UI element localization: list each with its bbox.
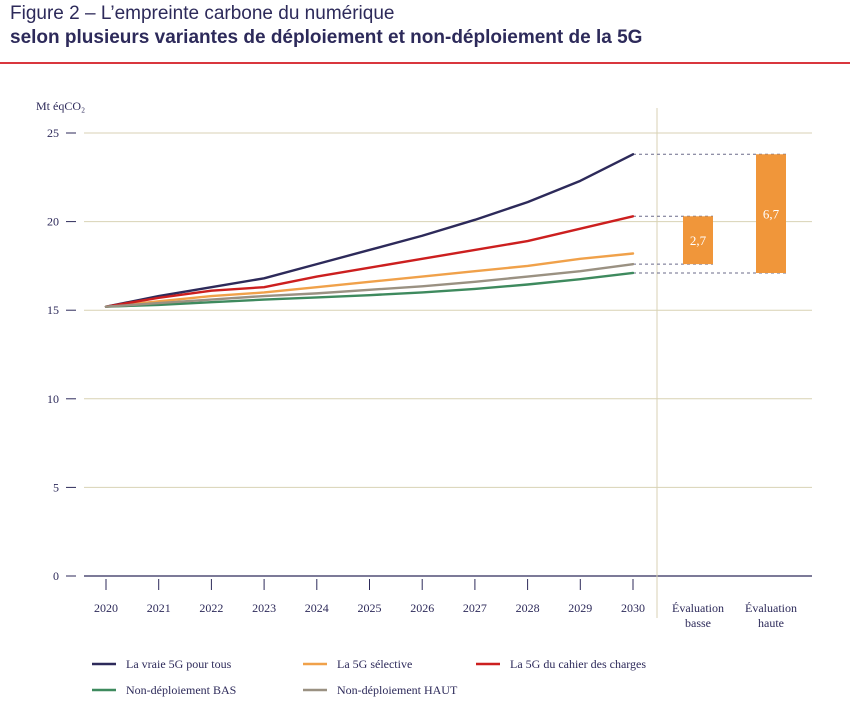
evaluation-bar <box>756 154 786 273</box>
legend-label: Non-déploiement BAS <box>126 683 236 697</box>
figure-header: Figure 2 – L’empreinte carbone du numéri… <box>10 2 840 50</box>
series-line <box>104 252 635 308</box>
x-tick-label: 2027 <box>463 601 487 615</box>
legend-label: Non-déploiement HAUT <box>337 683 458 697</box>
header-rule <box>0 62 850 64</box>
series-line <box>104 215 635 308</box>
evaluation-category-label: Évaluation haute <box>745 601 797 630</box>
x-tick-label: 2023 <box>252 601 276 615</box>
x-tick-label: 2021 <box>147 601 171 615</box>
y-tick-label: 20 <box>47 215 59 229</box>
evaluation-category-line: Évaluation <box>672 601 724 615</box>
evaluation-category-line: haute <box>758 616 784 630</box>
figure-title: Figure 2 – L’empreinte carbone du numéri… <box>10 3 395 24</box>
evaluation-bar-label: 2,7 <box>690 233 707 248</box>
x-tick-label: 2024 <box>305 601 329 615</box>
x-tick-label: 2028 <box>516 601 540 615</box>
legend-label: La 5G sélective <box>337 657 412 671</box>
x-tick-label: 2025 <box>358 601 382 615</box>
x-tick-label: 2026 <box>410 601 434 615</box>
series-line <box>104 153 635 308</box>
series-line <box>104 271 635 308</box>
x-tick-label: 2029 <box>568 601 592 615</box>
y-tick-label: 15 <box>47 303 59 317</box>
y-axis-label: Mt éqCO₂ <box>36 99 85 113</box>
evaluation-category-line: Évaluation <box>745 601 797 615</box>
figure-subtitle: selon plusieurs variantes de déploiement… <box>10 27 643 48</box>
series-line <box>104 262 635 308</box>
evaluation-category-line: basse <box>685 616 711 630</box>
legend-label: La vraie 5G pour tous <box>126 657 232 671</box>
x-tick-label: 2030 <box>621 601 645 615</box>
evaluation-category-label: Évaluation basse <box>672 601 724 630</box>
y-tick-label: 0 <box>53 569 59 583</box>
y-tick-label: 5 <box>53 480 59 494</box>
y-tick-label: 25 <box>47 126 59 140</box>
legend-label: La 5G du cahier des charges <box>510 657 646 671</box>
evaluation-bar <box>683 216 713 265</box>
y-tick-label: 10 <box>47 392 59 406</box>
evaluation-bar-label: 6,7 <box>763 206 780 221</box>
x-tick-label: 2020 <box>94 601 118 615</box>
x-tick-label: 2022 <box>199 601 223 615</box>
